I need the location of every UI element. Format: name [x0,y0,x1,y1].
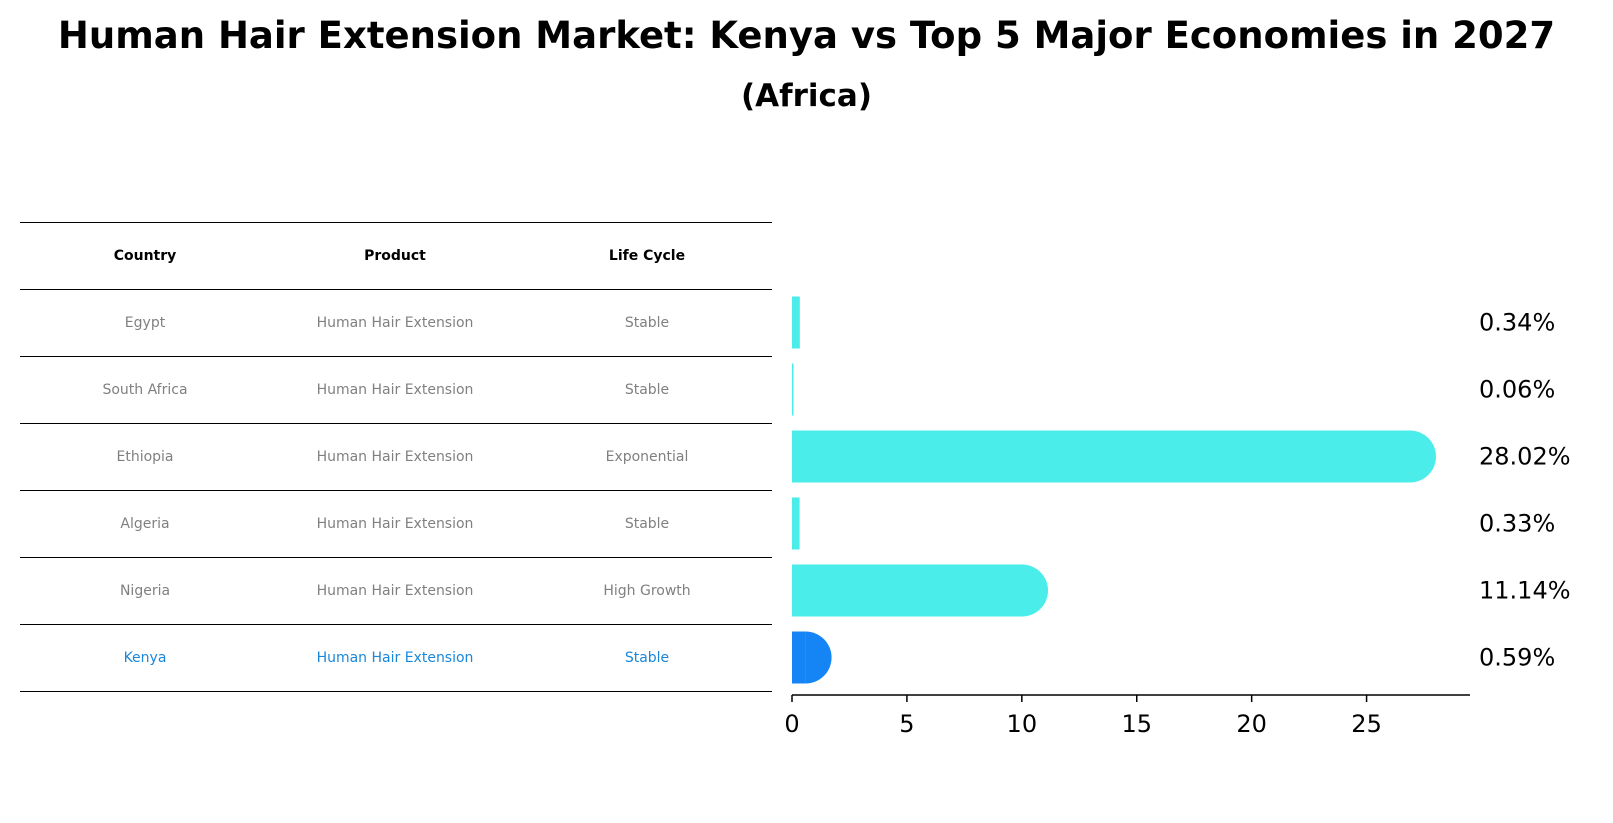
chart-subtitle: (Africa) [740,78,873,114]
table-cell-country: Kenya [123,649,167,666]
table-rule [20,624,772,625]
table-cell-product: Human Hair Extension [316,515,474,532]
x-tick-label: 15 [1121,710,1152,738]
table-cell-life-cycle: Stable [624,381,670,398]
x-tick-label: 0 [784,710,799,738]
bar-value-label: 28.02% [1479,443,1571,471]
table-cell-country: Nigeria [119,582,171,599]
table-rule [20,222,772,223]
bar-value-label: 11.14% [1479,577,1571,605]
table-rule [20,423,772,424]
table-cell-life-cycle: Stable [624,314,670,331]
table-cell-life-cycle: Stable [624,649,670,666]
table-rule [20,356,772,357]
x-tick-label: 10 [1007,710,1038,738]
table-rule [20,289,772,290]
table-header-cell: Product [364,247,426,264]
table-rule [20,557,772,558]
table-cell-country: Ethiopia [116,448,174,465]
table-cell-product: Human Hair Extension [316,582,474,599]
table-cell-life-cycle: Stable [624,515,670,532]
table-rule [20,490,772,491]
chart-title: Human Hair Extension Market: Kenya vs To… [57,14,1556,57]
table-rule [20,691,772,692]
bar-value-label: 0.59% [1479,644,1555,672]
bar [792,363,794,416]
bar [792,497,800,550]
table-cell-country: Egypt [124,314,166,331]
table-cell-product: Human Hair Extension [316,448,474,465]
table-cell-country: Algeria [120,515,170,532]
bar [792,296,800,349]
bar [792,631,806,684]
table-header-cell: Life Cycle [608,247,686,264]
table-header-cell: Country [113,247,177,264]
bar-value-label: 0.06% [1479,376,1555,404]
table-cell-product: Human Hair Extension [316,314,474,331]
bar [792,564,1049,617]
x-tick-label: 20 [1236,710,1267,738]
table-cell-product: Human Hair Extension [316,649,474,666]
table-cell-product: Human Hair Extension [316,381,474,398]
bar-cap [805,631,832,684]
table-cell-country: South Africa [102,381,188,398]
bar-value-label: 0.33% [1479,510,1555,538]
table-cell-life-cycle: Exponential [605,448,689,465]
table-cell-life-cycle: High Growth [603,582,691,599]
bar [792,430,1436,483]
x-tick-label: 25 [1351,710,1382,738]
bar-value-label: 0.34% [1479,309,1555,337]
x-tick-label: 5 [899,710,914,738]
